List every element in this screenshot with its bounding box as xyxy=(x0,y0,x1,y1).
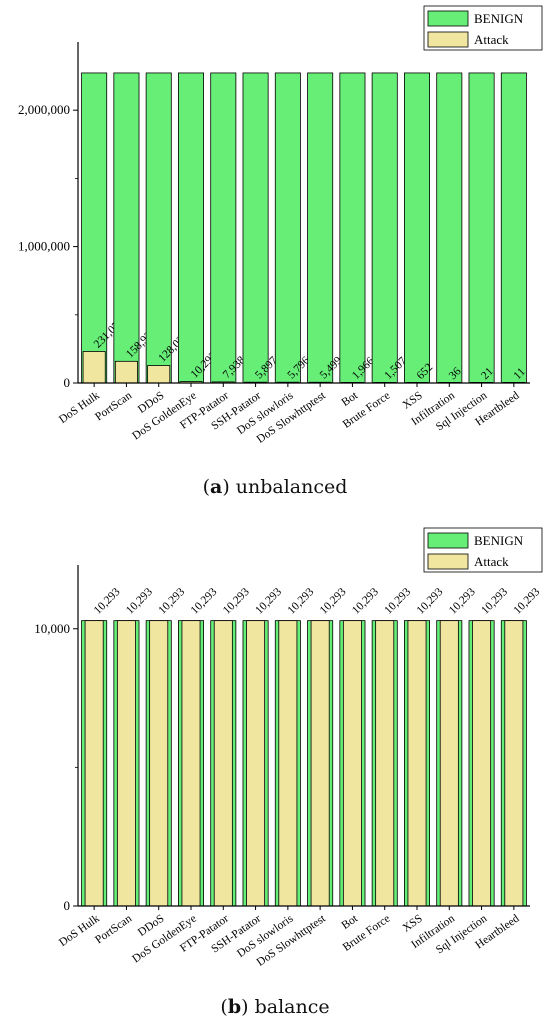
benign-bar xyxy=(436,72,463,384)
legend-label-attack: Attack xyxy=(474,32,509,47)
data-label: 10,293 xyxy=(447,586,478,617)
attack-bar xyxy=(342,620,362,907)
data-label: 10,293 xyxy=(189,586,220,617)
attack-bar xyxy=(84,620,104,907)
caption-unbalanced: (a) unbalanced xyxy=(202,476,348,498)
data-label: 10,293 xyxy=(221,586,252,617)
data-label: 10,293 xyxy=(253,586,284,617)
benign-bar xyxy=(145,72,172,384)
benign-bar xyxy=(242,72,269,384)
data-label: 10,293 xyxy=(124,586,155,617)
benign-bar xyxy=(210,72,237,384)
benign-bar xyxy=(500,72,527,384)
data-label: 10,293 xyxy=(350,586,381,617)
benign-bar xyxy=(339,72,366,384)
legend-swatch-attack xyxy=(427,31,469,48)
attack-bar xyxy=(439,620,459,907)
caption-balance: (b) balance xyxy=(220,996,330,1018)
y-tick-label: 0 xyxy=(64,898,71,913)
attack-bar xyxy=(278,620,298,907)
attack-bar xyxy=(114,360,138,384)
benign-bar xyxy=(468,72,495,384)
data-label: 10,293 xyxy=(415,586,446,617)
attack-bar xyxy=(375,620,395,907)
legend: BENIGN Attack xyxy=(423,527,543,573)
category-label: Bot xyxy=(340,912,361,932)
benign-bar xyxy=(113,72,140,384)
category-label: XSS xyxy=(401,390,425,412)
attack-bar xyxy=(504,620,524,907)
legend: BENIGN Attack xyxy=(423,5,543,51)
attack-bar xyxy=(147,365,171,384)
data-label: 10,293 xyxy=(511,586,542,617)
legend-swatch-benign xyxy=(427,10,469,27)
legend-label-attack: Attack xyxy=(474,554,509,569)
attack-bar xyxy=(246,620,266,907)
category-label: DoS Hulk xyxy=(57,389,102,426)
y-tick-label: 1,000,000 xyxy=(18,239,70,254)
legend-label-benign: BENIGN xyxy=(474,11,524,26)
attack-bar xyxy=(213,620,233,907)
benign-bar xyxy=(178,72,204,384)
attack-bar xyxy=(149,620,169,907)
data-label: 10,293 xyxy=(382,586,413,617)
benign-bar xyxy=(404,72,430,384)
data-label: 10,293 xyxy=(285,586,316,617)
attack-bar xyxy=(116,620,136,907)
y-tick-label: 0 xyxy=(64,375,71,390)
category-label: PortScan xyxy=(93,912,134,946)
attack-bar xyxy=(472,620,492,907)
category-label: Bot xyxy=(340,389,361,409)
legend-swatch-benign xyxy=(427,532,469,549)
attack-bar xyxy=(407,620,427,907)
y-tick-label: 10,000 xyxy=(34,621,70,636)
benign-bar xyxy=(81,72,108,384)
data-label: 10,293 xyxy=(92,586,123,617)
category-label: PortScan xyxy=(93,389,134,423)
benign-bar xyxy=(307,72,334,384)
category-label: XSS xyxy=(401,913,425,935)
attack-bar xyxy=(310,620,330,907)
y-tick-label: 2,000,000 xyxy=(18,102,70,117)
legend-swatch-attack xyxy=(427,553,469,570)
benign-bar xyxy=(274,72,301,384)
attack-bar xyxy=(181,620,201,907)
data-label: 10,293 xyxy=(156,586,187,617)
legend-label-benign: BENIGN xyxy=(474,533,524,548)
data-label: 10,293 xyxy=(479,586,510,617)
data-label: 10,293 xyxy=(318,586,349,617)
attack-bar xyxy=(82,351,106,384)
benign-bar xyxy=(371,72,398,384)
category-label: DoS Hulk xyxy=(57,912,102,949)
